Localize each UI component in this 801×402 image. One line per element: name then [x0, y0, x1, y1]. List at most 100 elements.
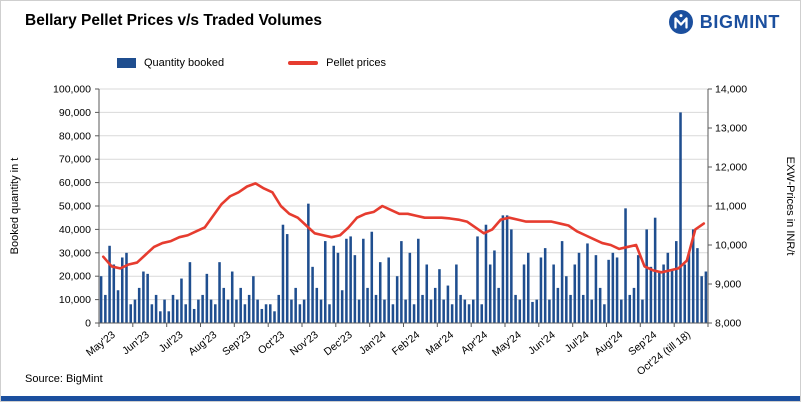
chart-legend: Quantity booked Pellet prices: [117, 57, 386, 69]
bar: [150, 304, 154, 323]
left-axis-tick-label: 0: [85, 318, 91, 330]
left-axis-title: Booked quantity in t: [9, 158, 21, 255]
bar: [175, 299, 179, 323]
right-axis-tick-label: 13,000: [715, 123, 747, 135]
bar: [142, 271, 145, 323]
bar: [285, 234, 289, 323]
bar: [235, 299, 238, 323]
source-note: Source: BigMint: [25, 373, 103, 385]
bar: [472, 299, 475, 323]
bar: [408, 252, 412, 323]
x-axis-label: Jun'24: [526, 329, 558, 357]
bar: [315, 287, 319, 323]
bar: [277, 294, 281, 323]
bar: [463, 299, 467, 323]
bar: [319, 299, 323, 323]
legend-line-label: Pellet prices: [326, 57, 387, 69]
bar: [556, 287, 560, 323]
bar: [171, 294, 175, 323]
bar: [539, 257, 543, 323]
price-volume-chart: 0 10,000 20,000 30,000 40,000 50,000 60,000 70,…: [9, 84, 796, 379]
price-line: [101, 182, 706, 274]
right-axis-tick-label: 11,000: [715, 201, 746, 213]
bar: [307, 203, 310, 323]
right-axis-tick-label: 14,000: [715, 84, 747, 96]
bar: [222, 287, 226, 323]
bar: [129, 304, 132, 323]
bar: [700, 276, 703, 323]
bar: [349, 236, 352, 323]
bar: [332, 245, 335, 323]
bar: [239, 287, 242, 323]
bar: [607, 259, 610, 323]
bar: [696, 248, 699, 323]
bar: [666, 252, 670, 323]
bar: [636, 255, 640, 323]
x-axis-label: Jan'24: [357, 329, 389, 357]
bar: [543, 248, 547, 323]
bar: [628, 294, 632, 323]
x-axis-label: Jul'24: [563, 329, 592, 355]
bar: [480, 304, 484, 323]
legend-item-quantity-booked: Quantity booked: [117, 57, 224, 69]
bar: [353, 255, 357, 323]
x-axis-label: Aug'24: [592, 329, 625, 358]
bar: [594, 255, 598, 323]
bar: [505, 215, 509, 323]
bar: [514, 294, 517, 323]
left-axis-tick-label: 10,000: [59, 294, 91, 306]
bar: [649, 266, 653, 323]
bar: [658, 271, 661, 323]
bar: [645, 229, 648, 323]
right-axis-labels: 8,000 9,000 10,000 11,000 12,000 13,000 14,000: [715, 84, 747, 330]
bar: [328, 304, 331, 323]
left-axis-tick-label: 90,000: [59, 107, 91, 119]
bar: [687, 252, 691, 323]
bar: [429, 299, 433, 323]
bar: [273, 311, 276, 323]
bar: [404, 299, 407, 323]
bar: [412, 304, 416, 323]
bar: [302, 299, 306, 323]
bar: [108, 245, 111, 323]
bar: [552, 264, 555, 323]
bar: [624, 208, 627, 323]
bar: [184, 304, 187, 323]
bar: [163, 299, 166, 323]
bar: [112, 264, 116, 323]
bar: [446, 285, 450, 323]
bar: [641, 299, 644, 323]
legend-line-swatch: [288, 61, 319, 65]
x-axis-label: Aug'23: [186, 329, 219, 358]
right-axis-tick-label: 12,000: [715, 162, 747, 174]
bar: [526, 252, 530, 323]
footer-accent-bar: [1, 396, 800, 401]
x-axis-label: May'23: [84, 329, 118, 359]
bar: [548, 299, 551, 323]
legend-bar-label: Quantity booked: [144, 57, 225, 69]
bar: [518, 299, 522, 323]
bars-series: [99, 112, 708, 324]
left-axis-tick-label: 60,000: [59, 177, 91, 189]
x-axis-label: Dec'23: [322, 329, 355, 358]
right-axis-tick-label: 8,000: [715, 318, 741, 330]
bar: [133, 299, 137, 323]
bar: [493, 250, 496, 323]
bar: [154, 294, 158, 323]
bar: [256, 299, 259, 323]
x-axis-label: Jun'23: [120, 329, 152, 357]
bar: [421, 294, 424, 323]
x-axis-label: May'24: [490, 329, 524, 359]
x-axis-label: Jul'23: [157, 329, 186, 355]
bar: [243, 304, 247, 323]
left-axis-tick-label: 40,000: [59, 224, 91, 236]
axes: [95, 88, 712, 327]
x-axis-labels: May'23 Jun'23 Jul'23 Aug'23 Sep'23 Oct'23 Nov'…: [84, 329, 693, 378]
bar: [336, 252, 340, 323]
x-axis-label: Mar'24: [424, 329, 457, 358]
bar: [116, 290, 120, 323]
bar: [417, 238, 420, 323]
bar: [104, 294, 107, 323]
bar: [560, 241, 564, 323]
